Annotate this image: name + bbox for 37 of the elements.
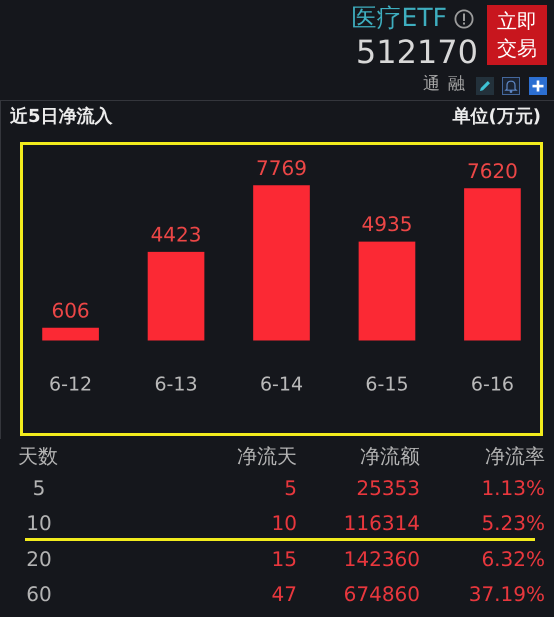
- text: 512170: [356, 33, 478, 71]
- text: 立即交易: [496, 8, 538, 62]
- data-label: 7769: [256, 156, 307, 180]
- category-label: 5: [284, 476, 297, 500]
- bar: [253, 185, 310, 341]
- data-label: 47: [272, 582, 297, 606]
- x-tick-label: 6-14: [260, 374, 304, 396]
- text: 通: [423, 74, 440, 94]
- data-label: 5: [32, 476, 46, 500]
- text: 医疗ETF: [352, 3, 447, 32]
- data-label: 4935: [362, 212, 412, 236]
- category-label: 10: [272, 511, 297, 536]
- x-tick-label: 6-12: [49, 374, 92, 396]
- data-label: 606: [51, 298, 90, 322]
- x-tick-label: 6-13: [154, 374, 198, 396]
- text: 净流额: [360, 444, 420, 468]
- y-axis-title: 单位(万元): [452, 106, 541, 127]
- data-label: 142360: [344, 546, 420, 571]
- text: 融: [448, 74, 465, 94]
- chart-title: 近5日净流入: [10, 106, 113, 127]
- data-label: 7620: [466, 158, 518, 183]
- text: 净流天: [237, 444, 297, 468]
- bar: [358, 242, 416, 341]
- x-tick-label: 6-16: [470, 374, 514, 396]
- text: 天数: [18, 444, 58, 468]
- data-label: 4423: [150, 222, 202, 246]
- x-tick-label: 6-15: [365, 374, 409, 396]
- bar: [148, 252, 204, 341]
- bar: [464, 188, 521, 341]
- category-label: 20: [25, 546, 53, 571]
- data-label: 25353: [356, 476, 420, 500]
- data-label: 116314: [344, 511, 420, 536]
- data-label: 10: [25, 511, 53, 536]
- category-label: 60: [25, 582, 53, 606]
- data-label: 674860: [344, 582, 420, 606]
- bar: [42, 328, 99, 341]
- data-label: 15: [272, 546, 297, 571]
